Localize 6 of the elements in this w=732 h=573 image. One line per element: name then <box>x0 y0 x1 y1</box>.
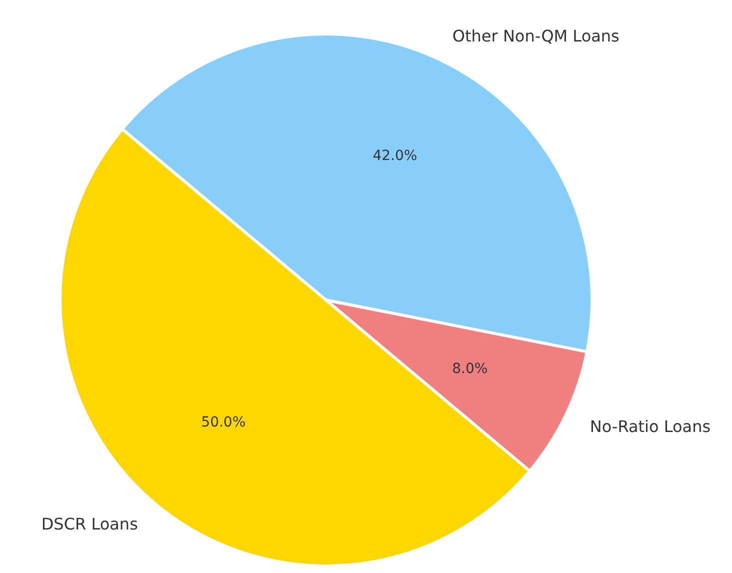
slice-label: DSCR Loans <box>41 514 138 534</box>
data-label: 50.0% <box>201 414 246 430</box>
data-label: 42.0% <box>372 148 418 164</box>
data-label: 8.0% <box>452 360 488 377</box>
slice-label: Other Non-QM Loans <box>452 26 620 46</box>
slice-label: No-Ratio Loans <box>590 416 711 436</box>
